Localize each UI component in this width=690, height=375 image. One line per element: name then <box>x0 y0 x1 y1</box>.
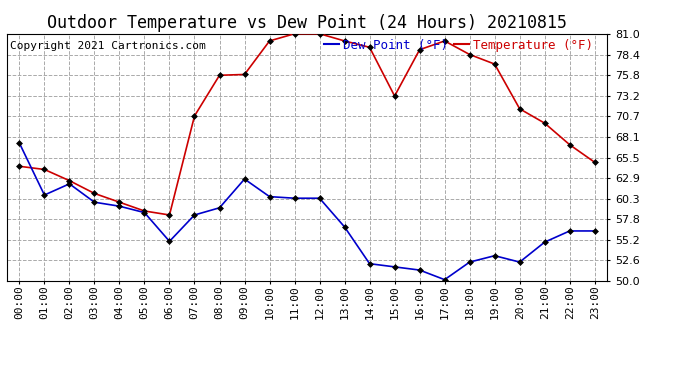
Legend: Dew Point (°F), Temperature (°F): Dew Point (°F), Temperature (°F) <box>324 39 593 52</box>
Title: Outdoor Temperature vs Dew Point (24 Hours) 20210815: Outdoor Temperature vs Dew Point (24 Hou… <box>47 14 567 32</box>
Text: Copyright 2021 Cartronics.com: Copyright 2021 Cartronics.com <box>10 41 206 51</box>
